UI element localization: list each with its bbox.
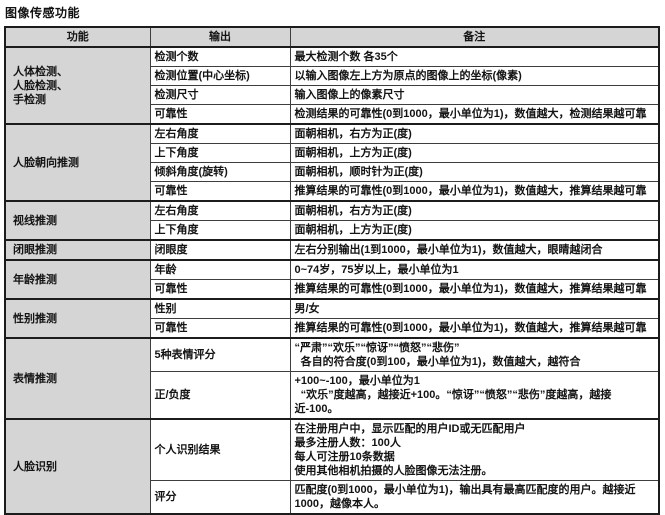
spec-table: 功能 输出 备注 人体检测、 人脸检测、 手检测 检测个数 最大检测个数 各35… [4, 26, 660, 515]
header-output: 输出 [149, 26, 291, 48]
output-cell: 检测尺寸 [149, 85, 291, 105]
output-cell: 左右角度 [149, 123, 291, 144]
function-cell-face-recognition: 人脸识别 [4, 418, 151, 515]
output-cell: 上下角度 [149, 143, 291, 163]
function-cell-age: 年龄推测 [4, 259, 151, 300]
output-cell: 可靠性 [149, 104, 291, 125]
header-function: 功能 [4, 26, 151, 48]
table-row: 人脸识别 个人识别结果 在注册用户中，显示匹配的用户ID或无匹配用户 最多注册人… [4, 418, 660, 515]
table-row: 性别推测 性别 男/女 [4, 298, 660, 339]
output-cell: 性别 [149, 298, 291, 319]
header-row: 功能 输出 备注 [4, 26, 660, 48]
table-row: 表情推测 5种表情评分 “严肃”“欢乐”“惊讶”“愤怒”“悲伤” 各自的符合度(… [4, 337, 660, 420]
output-cell: 个人识别结果 [149, 418, 291, 481]
note-cell: +100~-100，最小单位为1 “欢乐”度越高，越接近+100。“惊讶”“愤怒… [289, 371, 660, 420]
table-row: 检测尺寸 输入图像上的像素尺寸 [5, 85, 660, 105]
output-cell: 可靠性 [149, 181, 291, 202]
note-cell: 面朝相机，顺时针为正(度) [289, 162, 660, 182]
output-cell: 检测个数 [149, 46, 291, 67]
table-row: 人体检测、 人脸检测、 手检测 检测个数 最大检测个数 各35个 [4, 46, 660, 125]
table-row: 可靠性 推算结果的可靠性(0到1000，最小单位为1)，数值越大，推算结果越可靠 [5, 318, 660, 339]
function-cell-gaze: 视线推测 [4, 200, 151, 241]
output-cell: 可靠性 [149, 318, 291, 339]
note-cell: 推算结果的可靠性(0到1000，最小单位为1)，数值越大，推算结果越可靠 [289, 181, 660, 202]
table-row: 可靠性 推算结果的可靠性(0到1000，最小单位为1)，数值越大，推算结果越可靠 [5, 279, 660, 300]
note-cell: 0~74岁，75岁以上，最小单位为1 [289, 259, 660, 280]
table-row: 闭眼推测 闭眼度 左右分别输出(1到1000，最小单位为1)，数值越大，眼睛越闭… [4, 239, 660, 261]
note-cell: 左右分别输出(1到1000，最小单位为1)，数值越大，眼睛越闭合 [289, 239, 660, 261]
note-cell: 最大检测个数 各35个 [289, 46, 660, 67]
table-row: 视线推测 左右角度 面朝相机，右方为正(度) [4, 200, 660, 241]
function-cell-expression: 表情推测 [4, 337, 151, 420]
note-cell: 面朝相机，右方为正(度) [289, 123, 660, 144]
output-cell: 倾斜角度(旋转) [149, 162, 291, 182]
output-cell: 检测位置(中心坐标) [149, 66, 291, 86]
table-row: 正/负度 +100~-100，最小单位为1 “欢乐”度越高，越接近+100。“惊… [5, 371, 660, 420]
note-cell: 面朝相机，上方为正(度) [289, 143, 660, 163]
output-cell: 闭眼度 [149, 239, 291, 261]
note-cell: 男/女 [289, 298, 660, 319]
table-row: 上下角度 面朝相机，上方为正(度) [5, 220, 660, 241]
output-cell: 年龄 [149, 259, 291, 280]
note-cell: 推算结果的可靠性(0到1000，最小单位为1)，数值越大，推算结果越可靠 [289, 279, 660, 300]
note-cell: 推算结果的可靠性(0到1000，最小单位为1)，数值越大，推算结果越可靠 [289, 318, 660, 339]
note-cell: 面朝相机，上方为正(度) [289, 220, 660, 241]
output-cell: 5种表情评分 [149, 337, 291, 372]
table-row: 倾斜角度(旋转) 面朝相机，顺时针为正(度) [5, 162, 660, 182]
function-cell-gender: 性别推测 [4, 298, 151, 339]
output-cell: 左右角度 [149, 200, 291, 221]
header-note: 备注 [289, 26, 660, 48]
function-cell-detection: 人体检测、 人脸检测、 手检测 [4, 46, 151, 125]
output-cell: 上下角度 [149, 220, 291, 241]
note-cell: 检测结果的可靠性(0到1000，最小单位为1)，数值越大，检测结果越可靠 [289, 104, 660, 125]
function-cell-face-orientation: 人脸朝向推测 [4, 123, 151, 202]
table-row: 年龄推测 年龄 0~74岁，75岁以上，最小单位为1 [4, 259, 660, 300]
output-cell: 可靠性 [149, 279, 291, 300]
output-cell: 正/负度 [149, 371, 291, 420]
note-cell: 在注册用户中，显示匹配的用户ID或无匹配用户 最多注册人数：100人 每人可注册… [289, 418, 660, 481]
note-cell: 输入图像上的像素尺寸 [289, 85, 660, 105]
table-row: 可靠性 检测结果的可靠性(0到1000，最小单位为1)，数值越大，检测结果越可靠 [5, 104, 660, 125]
page-title: 图像传感功能 [5, 6, 81, 20]
note-cell: 匹配度(0到1000，最小单位为1)，输出具有最高匹配度的用户。越接近1000，… [289, 480, 660, 515]
function-cell-eye-closure: 闭眼推测 [4, 239, 151, 261]
note-cell: “严肃”“欢乐”“惊讶”“愤怒”“悲伤” 各自的符合度(0到100，最小单位为1… [289, 337, 660, 372]
note-cell: 以输入图像左上方为原点的图像上的坐标(像素) [289, 66, 660, 86]
table-row: 人脸朝向推测 左右角度 面朝相机，右方为正(度) [4, 123, 660, 202]
note-cell: 面朝相机，右方为正(度) [289, 200, 660, 221]
output-cell: 评分 [149, 480, 291, 515]
